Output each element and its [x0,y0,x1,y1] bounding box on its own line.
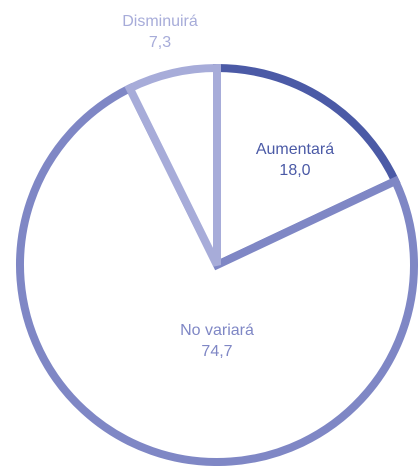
slice-label: No variará [180,322,254,339]
pie-slice [213,63,401,272]
slice-label: Aumentará [256,141,334,158]
pie-slice [16,82,418,466]
slice-label: Disminuirá [122,13,198,30]
pie-slice [124,63,221,267]
slice-value-label: 18,0 [279,162,310,179]
slice-value-label: 74,7 [201,343,232,360]
slice-value-label: 7,3 [149,34,171,51]
